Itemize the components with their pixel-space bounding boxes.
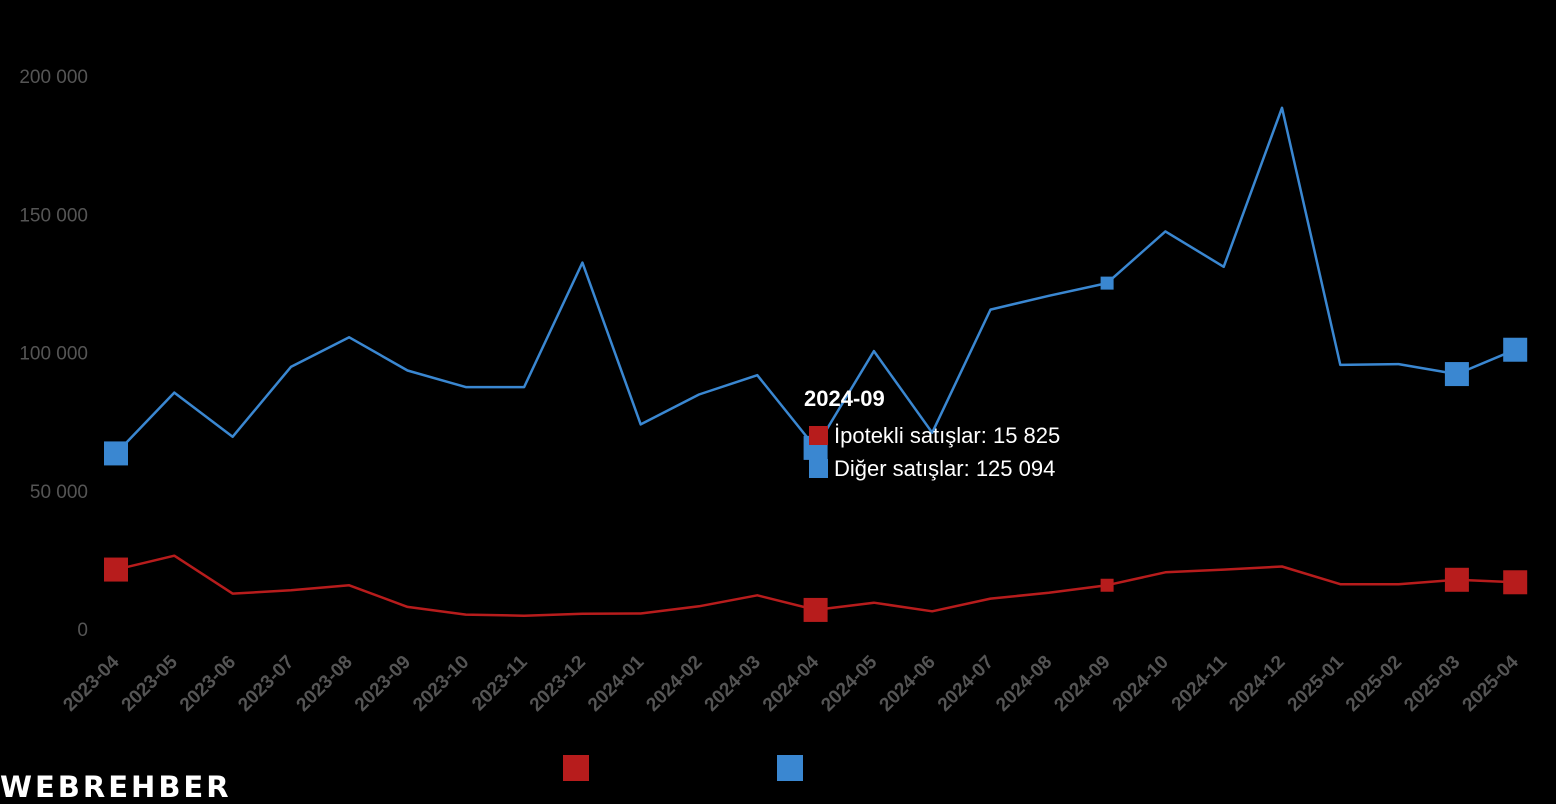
tooltip-label-diger: Diğer satışlar: 125 094 <box>834 456 1056 481</box>
data-point-ipotekli <box>803 597 828 622</box>
x-tick-label: 2024-03 <box>701 652 765 716</box>
x-tick-label: 2025-03 <box>1400 652 1464 716</box>
x-tick-label: 2023-08 <box>293 652 357 716</box>
x-tick-label: 2025-01 <box>1284 651 1348 715</box>
data-point-ipotekli <box>104 557 128 582</box>
x-tick-label: 2023-04 <box>59 651 123 715</box>
x-tick-label: 2023-09 <box>351 652 415 716</box>
x-tick-label: 2024-06 <box>876 652 940 716</box>
x-tick-label: 2023-07 <box>234 652 298 716</box>
x-tick-label: 2024-02 <box>642 652 706 716</box>
legend-item-diger[interactable] <box>777 755 803 781</box>
tooltip-label-ipotekli: İpotekli satışlar: 15 825 <box>834 423 1061 448</box>
x-tick-label: 2024-05 <box>817 651 881 715</box>
data-point-ipotekli <box>1503 570 1528 595</box>
chart-tooltip: 2024-09 İpotekli satışlar: 15 825 Diğer … <box>804 382 1060 485</box>
x-tick-label: 2023-10 <box>409 652 473 716</box>
data-point-diger <box>1503 337 1528 362</box>
data-point-diger <box>104 441 128 466</box>
x-tick-label: 2023-06 <box>176 652 240 716</box>
data-point-diger <box>1444 362 1469 387</box>
tooltip-title: 2024-09 <box>804 386 885 411</box>
data-point-ipotekli <box>1100 578 1114 592</box>
x-tick-label: 2024-11 <box>1168 651 1232 715</box>
y-tick-label: 200 000 <box>19 67 88 88</box>
data-point-ipotekli <box>1444 567 1469 592</box>
y-tick-label: 150 000 <box>19 205 88 226</box>
x-tick-label: 2023-11 <box>468 651 532 715</box>
y-tick-label: 50 000 <box>30 482 88 503</box>
tooltip-row-diger: Diğer satışlar: 125 094 <box>804 452 1060 485</box>
x-tick-label: 2023-05 <box>118 651 182 715</box>
x-tick-label: 2025-02 <box>1342 652 1406 716</box>
x-tick-label: 2024-07 <box>934 652 998 716</box>
tooltip-swatch-diger <box>809 459 828 478</box>
x-tick-label: 2024-08 <box>992 652 1056 716</box>
x-tick-label: 2024-10 <box>1109 652 1173 716</box>
x-tick-label: 2023-12 <box>526 652 590 716</box>
tooltip-swatch-ipotekli <box>809 426 828 445</box>
y-tick-label: 100 000 <box>19 344 88 365</box>
legend-item-ipotekli[interactable] <box>563 755 589 781</box>
x-tick-label: 2024-04 <box>759 651 823 715</box>
webrehber-logo: WEBREHBER <box>0 770 232 804</box>
x-tick-label: 2024-01 <box>584 651 648 715</box>
data-point-diger <box>1100 276 1114 290</box>
y-tick-label: 0 <box>77 620 88 641</box>
x-tick-label: 2025-04 <box>1459 651 1523 715</box>
x-tick-label: 2024-09 <box>1050 652 1114 716</box>
x-tick-label: 2024-12 <box>1225 652 1289 716</box>
tooltip-row-ipotekli: İpotekli satışlar: 15 825 <box>804 419 1060 452</box>
